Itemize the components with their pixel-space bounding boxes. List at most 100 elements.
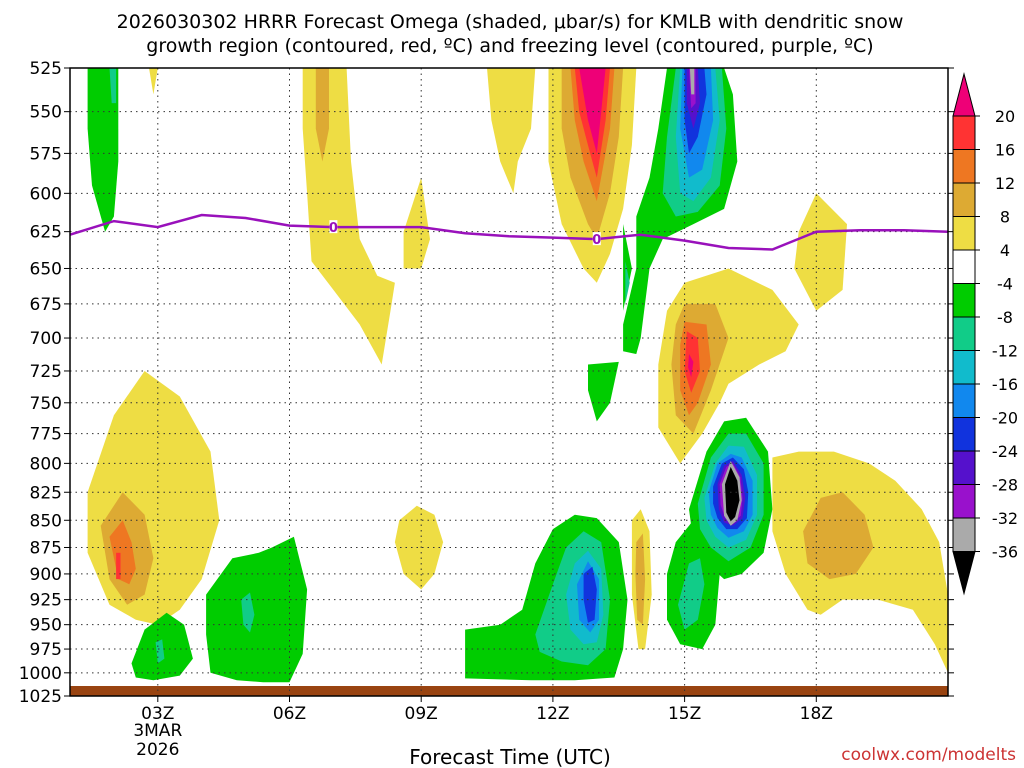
y-tick-label: 625 — [30, 223, 62, 243]
colorbar-segment — [952, 350, 976, 385]
y-tick-label: 575 — [30, 144, 62, 164]
colorbar-segment — [952, 383, 976, 418]
omega-region-57 — [803, 492, 874, 580]
freezing-level-label: 0 — [329, 221, 338, 236]
y-tick-label: 925 — [30, 591, 62, 611]
x-axis: 03Z 06Z 09Z 12Z 15Z 18Z — [141, 696, 833, 724]
omega-region-6 — [487, 68, 536, 194]
colorbar-label: 12 — [995, 174, 1015, 193]
colorbar-label: 4 — [1000, 241, 1010, 260]
freezing-level-line — [70, 213, 948, 251]
y-tick-label: 725 — [30, 362, 62, 382]
omega-region-44 — [635, 533, 646, 625]
x-axis-date-line2: 2026 — [136, 740, 179, 760]
y-axis: 525 550 575 600 625 650 675 700 725 750 775 800 825 8… — [19, 59, 954, 707]
colorbar-segment — [952, 115, 976, 150]
omega-region-35 — [206, 536, 308, 683]
colorbar-label: -12 — [992, 342, 1018, 361]
x-tick-label: 06Z — [273, 704, 306, 724]
freezing-level-label-bg — [592, 232, 601, 246]
colorbar-label: -24 — [992, 442, 1018, 461]
y-tick-label: 675 — [30, 295, 62, 315]
omega-region-37 — [394, 505, 444, 590]
x-axis-date-line1: 3MAR — [133, 721, 182, 741]
colorbar-label: -36 — [992, 543, 1018, 562]
omega-region-4 — [315, 68, 329, 162]
colorbar-label: -4 — [997, 275, 1013, 294]
colorbar-label: -20 — [992, 409, 1018, 428]
omega-region-11 — [579, 68, 606, 154]
y-tick-label: 750 — [30, 394, 62, 414]
colorbar-label: 8 — [1000, 208, 1010, 227]
colorbar-segment — [952, 249, 976, 284]
colorbar-label: -32 — [992, 509, 1018, 528]
colorbar-segment — [952, 450, 976, 485]
y-tick-label: 700 — [30, 329, 62, 349]
omega-region-5 — [403, 177, 430, 269]
freezing-level-group: 00 — [70, 213, 948, 251]
y-tick-label: 875 — [30, 538, 62, 558]
omega-region-21 — [625, 261, 630, 304]
y-tick-label: 650 — [30, 259, 62, 279]
colorbar-segment — [952, 149, 976, 184]
colorbar-segment — [952, 316, 976, 351]
x-axis-label: Forecast Time (UTC) — [409, 745, 611, 768]
y-tick-label: 975 — [30, 640, 62, 660]
ground-strip — [70, 686, 948, 696]
colorbar-bottom-arrow — [952, 551, 976, 596]
omega-region-1 — [109, 68, 117, 104]
chart-title-line2: growth region (contoured, red, ºC) and f… — [146, 35, 873, 57]
colorbar-segment — [952, 182, 976, 217]
y-tick-label: 900 — [30, 565, 62, 585]
omega-region-0 — [87, 68, 119, 232]
omega-region-42 — [583, 566, 597, 623]
omega-region-28 — [794, 193, 847, 311]
colorbar-label: 20 — [995, 107, 1015, 126]
y-tick-label: 1025 — [19, 687, 62, 707]
colorbar-top-arrow — [952, 72, 976, 117]
omega-region-32 — [116, 552, 121, 580]
omega-region-46 — [678, 558, 705, 630]
colorbar-segment — [952, 283, 976, 318]
colorbar-segment — [952, 216, 976, 251]
y-tick-label: 850 — [30, 511, 62, 531]
omega-region-19 — [689, 68, 695, 95]
grid-lines — [70, 68, 948, 696]
omega-region-36 — [241, 592, 255, 633]
y-tick-label: 600 — [30, 184, 62, 204]
omega-region-2 — [149, 68, 158, 95]
colorbar: 20 16 12 8 4 -4 -8 -12 -16 -20 -24 -28 -32 -36 — [952, 72, 1018, 596]
omega-region-29 — [87, 371, 220, 625]
omega-region-31 — [109, 520, 136, 585]
colorbar-segment — [952, 517, 976, 552]
x-tick-label: 18Z — [800, 704, 833, 724]
x-tick-label: 12Z — [536, 704, 569, 724]
omega-region-22 — [588, 361, 619, 422]
credit-text: coolwx.com/modelts — [841, 745, 1016, 765]
colorbar-label: -16 — [992, 375, 1018, 394]
colorbar-label: 16 — [995, 141, 1015, 160]
chart-title-line1: 2026030302 HRRR Forecast Omega (shaded, … — [117, 11, 904, 33]
y-tick-label: 825 — [30, 483, 62, 503]
colorbar-label: -8 — [997, 308, 1013, 327]
y-tick-label: 950 — [30, 616, 62, 636]
colorbar-segment — [952, 417, 976, 452]
colorbar-segment — [952, 484, 976, 519]
omega-shading — [87, 68, 948, 683]
omega-region-55 — [725, 466, 740, 522]
x-tick-label: 03Z — [141, 704, 174, 724]
y-tick-label: 550 — [30, 103, 62, 123]
x-tick-label: 09Z — [405, 704, 438, 724]
x-tick-label: 15Z — [668, 704, 701, 724]
colorbar-label: -28 — [992, 476, 1018, 495]
y-tick-label: 800 — [30, 454, 62, 474]
freezing-level-label: 0 — [592, 233, 601, 248]
y-tick-label: 525 — [30, 59, 62, 79]
plot-frame — [69, 67, 949, 697]
y-tick-label: 1000 — [19, 664, 62, 684]
y-tick-label: 775 — [30, 425, 62, 445]
freezing-level-label-bg — [329, 220, 338, 234]
omega-region-27 — [688, 354, 694, 378]
